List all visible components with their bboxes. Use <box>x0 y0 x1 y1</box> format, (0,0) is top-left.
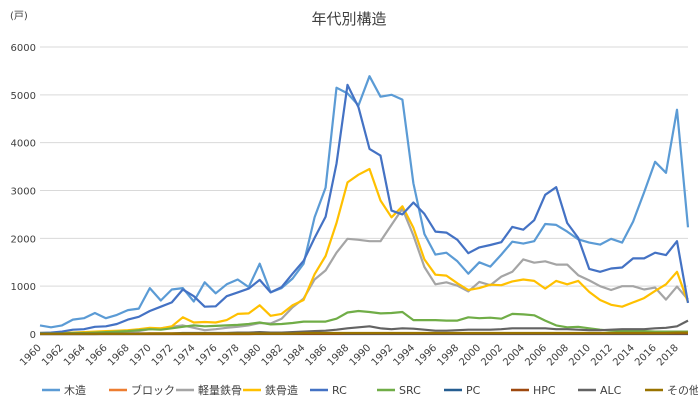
x-tick-label: 1986 <box>304 343 330 369</box>
chart-title: 年代別構造 <box>311 10 386 28</box>
y-tick-label: 0 <box>30 330 36 341</box>
grid-layer <box>40 46 688 335</box>
y-tick-label: 6000 <box>11 43 36 54</box>
x-tick-label: 1978 <box>216 343 242 369</box>
x-tick-label: 2016 <box>633 343 659 369</box>
legend-label-5: SRC <box>399 384 421 397</box>
legend-label-1: ブロック <box>131 383 175 397</box>
x-tick-label: 1966 <box>84 343 110 369</box>
y-tick-label: 5000 <box>11 91 36 102</box>
series-line-9 <box>40 331 688 335</box>
x-tick-label: 1972 <box>150 343 176 369</box>
x-tick-label: 1976 <box>194 343 220 369</box>
y-tick-label: 3000 <box>11 187 36 198</box>
x-tick-label: 2008 <box>545 343 571 369</box>
y-tick-label: 2000 <box>11 234 36 245</box>
legend-label-9: その他 <box>667 384 698 397</box>
x-tick-label: 1992 <box>370 343 396 369</box>
x-tick-label: 1962 <box>40 343 66 369</box>
series-lines <box>39 75 690 336</box>
legend-label-2: 軽量鉄骨 <box>198 383 242 397</box>
x-tick-label: 1982 <box>260 343 286 369</box>
x-tick-label: 1996 <box>413 343 439 369</box>
x-tick-label: 2002 <box>479 343 505 369</box>
x-tick-label: 2004 <box>501 343 527 369</box>
x-tick-label: 2012 <box>589 343 615 369</box>
y-axis-unit: (戸) <box>10 10 28 22</box>
x-tick-label: 1970 <box>128 343 154 369</box>
series-line-5 <box>40 309 688 335</box>
x-tick-label: 1980 <box>238 343 264 369</box>
x-tick-label: 2010 <box>567 343 593 369</box>
x-tick-label: 2018 <box>655 343 681 369</box>
legend-label-6: PC <box>466 384 481 397</box>
x-tick-label: 1998 <box>435 343 461 369</box>
series-line-0 <box>39 75 690 329</box>
series-line-4 <box>39 83 690 335</box>
x-tick-labels: 1960196219641966196819701972197419761978… <box>18 343 681 369</box>
series-line-3 <box>40 167 690 335</box>
x-tick-label: 1960 <box>18 343 44 369</box>
x-tick-label: 1974 <box>172 343 198 369</box>
x-tick-label: 2014 <box>611 343 637 369</box>
x-tick-label: 2006 <box>523 343 549 369</box>
y-tick-label: 1000 <box>11 282 36 293</box>
x-tick-label: 1990 <box>348 343 374 369</box>
x-tick-label: 1964 <box>62 343 88 369</box>
y-tick-label: 4000 <box>11 139 36 150</box>
legend-label-8: ALC <box>600 384 622 397</box>
legend-label-4: RC <box>332 384 347 397</box>
legend-label-3: 鉄骨造 <box>265 383 298 397</box>
legend-label-0: 木造 <box>64 383 86 397</box>
y-tick-labels: 0 1000 2000 3000 4000 5000 6000 <box>11 43 36 341</box>
x-tick-label: 1984 <box>282 343 308 369</box>
x-tick-label: 1988 <box>326 343 352 369</box>
x-tick-label: 2000 <box>457 343 483 369</box>
x-tick-label: 1968 <box>106 343 132 369</box>
legend: 木造 ブロック 軽量鉄骨 鉄骨造 RC SRC PC HPC ALC その他 <box>42 383 698 397</box>
x-tick-label: 1994 <box>392 343 418 369</box>
series-line-2 <box>40 207 689 335</box>
legend-label-7: HPC <box>533 384 556 397</box>
